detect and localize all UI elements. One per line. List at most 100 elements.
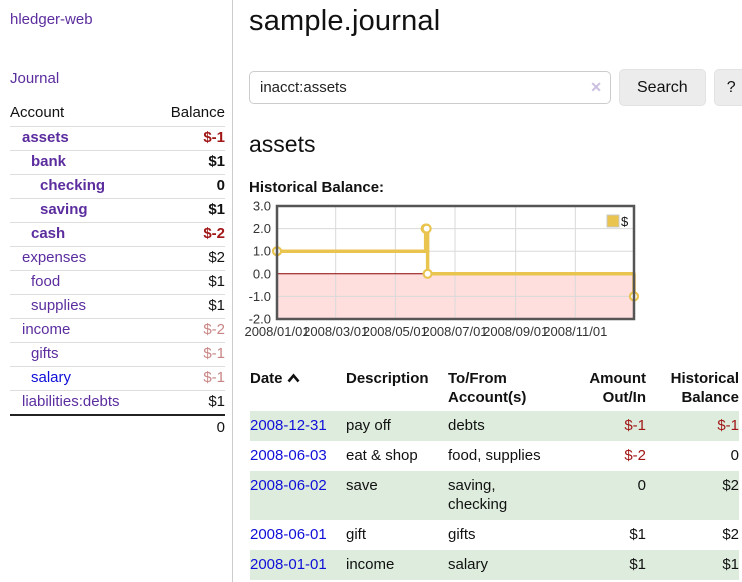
account-link[interactable]: gifts	[31, 345, 59, 362]
accounts-table: Account Balance assets $-1 bank $1 check…	[10, 101, 225, 440]
transaction-amount: $1	[629, 556, 646, 573]
account-row: checking 0	[10, 174, 225, 199]
account-row: salary $-1	[10, 366, 225, 391]
account-row: expenses $2	[10, 246, 225, 271]
transaction-description: eat & shop	[346, 447, 418, 464]
transaction-description: pay off	[346, 417, 391, 434]
register-header-amount: Amount Out/In	[589, 370, 646, 406]
transaction-amount: $1	[629, 526, 646, 543]
account-link[interactable]: food	[31, 273, 61, 290]
account-balance: $-2	[203, 321, 225, 338]
x-tick-label: 2008/07/01	[422, 324, 487, 339]
account-link[interactable]: supplies	[31, 297, 87, 314]
account-balance: $-2	[203, 225, 225, 242]
transaction-date-link[interactable]: 2008-06-03	[250, 447, 327, 464]
transaction-balance: $2	[722, 477, 739, 494]
search-input[interactable]	[249, 71, 611, 104]
register-header-description: Description	[346, 370, 429, 387]
transaction-balance: $-1	[717, 417, 739, 434]
search-input-wrap: ✕	[249, 71, 611, 104]
account-heading: assets	[249, 131, 316, 157]
register-row: 2008-12-31 pay off debts $-1 $-1	[250, 411, 739, 441]
account-link[interactable]: cash	[31, 225, 66, 242]
register-row: 2008-06-03 eat & shop food, supplies $-2…	[250, 441, 739, 471]
account-row: assets $-1	[10, 126, 225, 151]
clear-search-icon[interactable]: ✕	[590, 79, 602, 95]
legend-label: $	[621, 214, 629, 229]
data-point-marker	[421, 223, 432, 234]
account-balance: $-1	[203, 129, 225, 146]
journal-link[interactable]: Journal	[10, 70, 60, 87]
transaction-date-link[interactable]: 2008-06-02	[250, 477, 327, 494]
account-link[interactable]: expenses	[22, 249, 87, 266]
app-title-link[interactable]: hledger-web	[10, 11, 93, 28]
y-tick-label: -1.0	[249, 289, 271, 304]
transaction-accounts: saving, checking	[448, 477, 508, 513]
account-row: liabilities:debts $1	[10, 390, 225, 416]
account-link[interactable]: income	[22, 321, 71, 338]
register-sort-date[interactable]: Date	[250, 367, 346, 411]
account-balance: $2	[208, 249, 225, 266]
transaction-balance: 0	[730, 447, 739, 464]
transaction-date-link[interactable]: 2008-12-31	[250, 417, 327, 434]
transaction-date-link[interactable]: 2008-01-01	[250, 556, 327, 573]
x-tick-label: 2008/05/01	[363, 324, 428, 339]
y-tick-label: 1.0	[253, 244, 271, 259]
account-balance: 0	[216, 177, 225, 194]
main-content: sample.journal ✕ Search ? assets Histori…	[233, 0, 742, 582]
balance-chart-svg: $3.0 2.0 1.0 0.0 -1.0 -2.02008/01/012008/03/0…	[244, 199, 640, 339]
account-link[interactable]: checking	[40, 177, 106, 194]
register-table: Date Description To/From Account(s) Amou…	[250, 367, 739, 580]
sidebar: hledger-web Journal Account Balance asse…	[0, 0, 233, 582]
transaction-accounts: food, supplies	[448, 447, 541, 464]
account-balance: $1	[208, 393, 225, 410]
x-tick-label: 2008/01/01	[244, 324, 309, 339]
transaction-balance: $1	[722, 556, 739, 573]
search-button[interactable]: Search	[619, 69, 706, 106]
account-row: supplies $1	[10, 294, 225, 319]
account-row: food $1	[10, 270, 225, 295]
register-header-row: Date Description To/From Account(s) Amou…	[250, 367, 739, 411]
accounts-total-row: 0	[10, 414, 225, 440]
accounts-header-balance: Balance	[170, 104, 225, 121]
transaction-amount: $-1	[624, 417, 646, 434]
x-tick-label: 2008/09/01	[483, 324, 548, 339]
account-balance: $-1	[203, 369, 225, 386]
account-link[interactable]: salary	[31, 369, 72, 386]
accounts-total-value: 0	[153, 414, 225, 440]
transaction-accounts: salary	[448, 556, 489, 573]
register-row: 2008-06-02 save saving, checking 0 $2	[250, 471, 739, 520]
help-button[interactable]: ?	[713, 69, 742, 106]
account-balance: $1	[208, 153, 225, 170]
transaction-date-link[interactable]: 2008-06-01	[250, 526, 327, 543]
transaction-amount: $-2	[624, 447, 646, 464]
sort-ascending-icon	[287, 373, 300, 383]
account-balance: $1	[208, 297, 225, 314]
transaction-description: save	[346, 477, 378, 494]
account-row: bank $1	[10, 150, 225, 175]
accounts-header-account: Account	[10, 104, 65, 121]
transaction-amount: 0	[637, 477, 646, 494]
accounts-total-spacer	[10, 414, 154, 440]
y-tick-label: -2.0	[249, 312, 271, 327]
account-balance: $-1	[203, 345, 225, 362]
transaction-description: gift	[346, 526, 367, 543]
legend-swatch	[606, 214, 620, 228]
account-link[interactable]: bank	[31, 153, 67, 170]
account-row: gifts $-1	[10, 342, 225, 367]
account-link[interactable]: liabilities:debts	[22, 393, 120, 410]
register-row: 2008-01-01 income salary $1 $1	[250, 550, 739, 580]
account-row: cash $-2	[10, 222, 225, 247]
transaction-accounts: gifts	[448, 526, 476, 543]
x-tick-label: 2008/11/01	[543, 324, 607, 339]
transaction-description: income	[346, 556, 395, 573]
account-balance: $1	[208, 273, 225, 290]
account-link[interactable]: assets	[22, 129, 69, 146]
search-form: ✕ Search ?	[249, 69, 742, 106]
account-link[interactable]: saving	[40, 201, 88, 218]
chart-title-label: Historical Balance:	[249, 179, 385, 196]
transaction-accounts: debts	[448, 417, 485, 434]
x-tick-label: 2008/03/01	[303, 324, 368, 339]
y-tick-label: 3.0	[253, 199, 271, 214]
